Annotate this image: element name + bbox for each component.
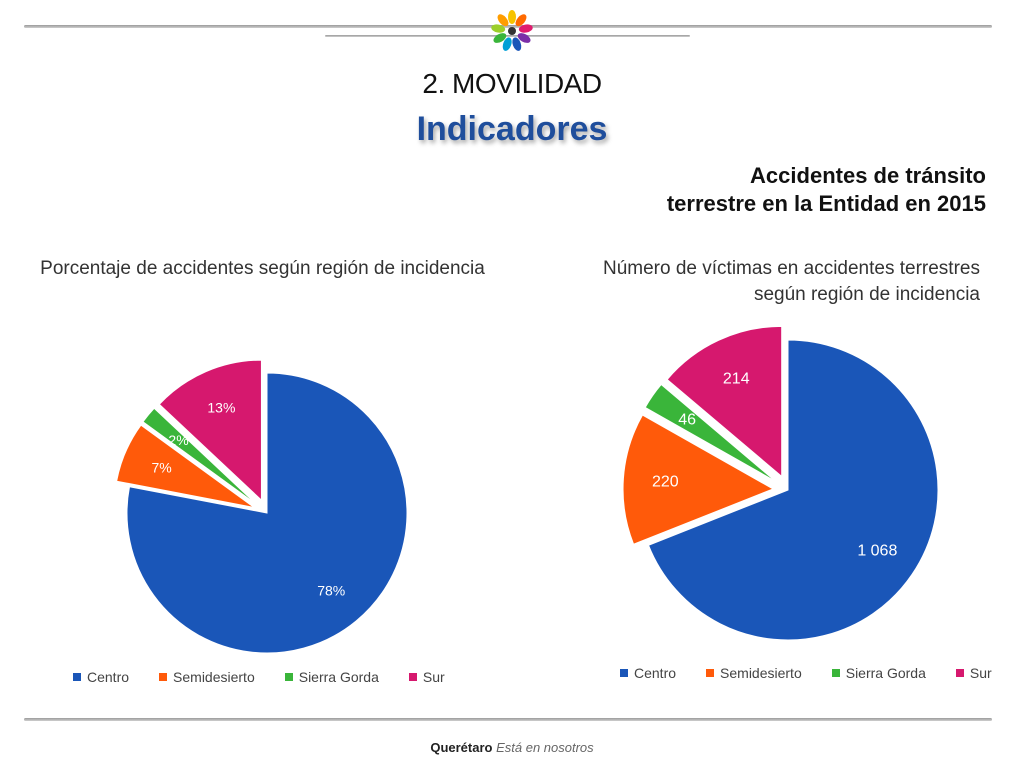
chart1-title: Porcentaje de accidentes según región de… bbox=[40, 258, 485, 279]
legend-label: Centro bbox=[87, 669, 130, 685]
chart-subtitle: Accidentes de tránsito terrestre en la E… bbox=[566, 162, 986, 218]
legend-swatch bbox=[620, 669, 628, 677]
legend-swatch bbox=[706, 669, 715, 677]
bottom-rule bbox=[24, 718, 992, 721]
chart1-legend-item-semidesierto: Semidesierto bbox=[159, 669, 255, 685]
section-title: 2. MOVILIDAD bbox=[422, 68, 602, 99]
chart2-data-label-sierra-gorda: 46 bbox=[678, 412, 696, 429]
chart2-legend-item-sierra-gorda: Sierra Gorda bbox=[831, 665, 926, 681]
legend-label: Sur bbox=[422, 669, 445, 685]
chart2-data-label-sur: 214 bbox=[723, 370, 750, 387]
footer-brand: Querétaro bbox=[430, 740, 493, 755]
chart1-data-label-semidesierto: 7% bbox=[152, 459, 172, 475]
chart1-legend-item-centro: Centro bbox=[73, 669, 129, 685]
legend-label: Sur bbox=[969, 665, 992, 681]
top-rule-short bbox=[325, 35, 690, 37]
chart2-slice-semidesierto bbox=[622, 414, 775, 545]
chart1-data-label-sur: 13% bbox=[207, 400, 235, 416]
legend-swatch bbox=[831, 669, 840, 677]
chart1-slice-sur bbox=[158, 359, 262, 502]
legend-label: Semidesierto bbox=[720, 665, 802, 681]
chart1-legend: Centro Semidesierto Sierra Gorda Sur bbox=[73, 669, 445, 685]
chart1-slice-centro bbox=[126, 372, 408, 654]
legend-swatch bbox=[73, 673, 81, 681]
chart2-slice-centro bbox=[647, 339, 939, 641]
top-rule-long bbox=[24, 25, 992, 28]
chart2-legend-item-semidesierto: Semidesierto bbox=[706, 665, 802, 681]
legend-swatch bbox=[159, 673, 168, 681]
chart2-legend-item-centro: Centro bbox=[620, 665, 676, 681]
flower-logo-icon bbox=[491, 10, 533, 51]
legend-label: Sierra Gorda bbox=[845, 665, 926, 681]
chart1-legend-item-sierra-gorda: Sierra Gorda bbox=[284, 669, 379, 685]
main-title: Indicadores bbox=[416, 110, 608, 148]
chart1-data-label-sierra-gorda: 2% bbox=[168, 432, 188, 448]
subtitle-line-1: Accidentes de tránsito bbox=[750, 163, 986, 188]
chart2-slice-sierra-gorda bbox=[644, 383, 777, 482]
chart2-data-label-semidesierto: 220 bbox=[652, 474, 679, 491]
chart2-legend: Centro Semidesierto Sierra Gorda Sur bbox=[620, 665, 992, 681]
legend-label: Semidesierto bbox=[173, 669, 255, 685]
legend-label: Sierra Gorda bbox=[298, 669, 379, 685]
chart1-slice-sierra-gorda bbox=[142, 407, 257, 505]
legend-swatch bbox=[408, 673, 417, 681]
legend-label: Centro bbox=[634, 665, 677, 681]
chart2-slice-sur bbox=[666, 325, 783, 478]
chart2-title: Número de víctimas en accidentes terrest… bbox=[603, 258, 980, 305]
chart1-slice-semidesierto bbox=[116, 424, 255, 508]
footer-tagline: Está en nosotros bbox=[496, 740, 594, 755]
subtitle-line-2: terrestre en la Entidad en 2015 bbox=[666, 191, 986, 216]
legend-swatch bbox=[284, 673, 293, 681]
chart1-legend-item-sur: Sur bbox=[408, 669, 445, 685]
legend-swatch bbox=[955, 669, 964, 677]
footer: Querétaro Está en nosotros bbox=[0, 740, 1024, 755]
chart1-data-label-centro: 78% bbox=[317, 583, 345, 599]
chart2-legend-item-sur: Sur bbox=[955, 665, 992, 681]
chart2-data-label-centro: 1 068 bbox=[857, 543, 897, 560]
